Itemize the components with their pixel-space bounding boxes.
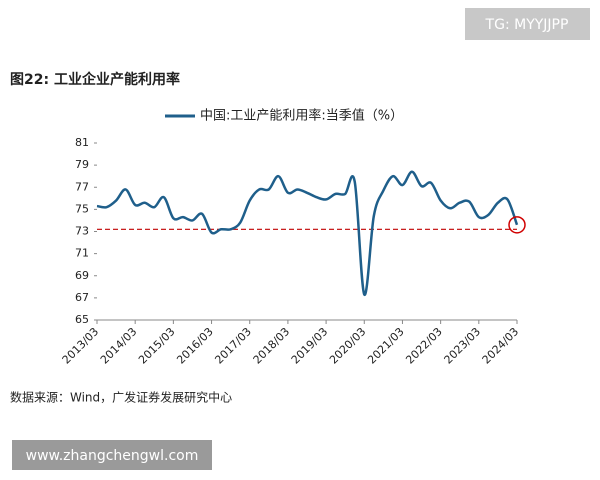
x-tick-label: 2017/03 bbox=[212, 325, 254, 367]
y-tick-label: 79 bbox=[75, 158, 89, 171]
legend-label: 中国:工业产能利用率:当季值（%） bbox=[200, 108, 403, 124]
x-tick-label: 2014/03 bbox=[98, 325, 140, 367]
watermark-bg bbox=[12, 440, 212, 470]
y-tick-label: 65 bbox=[75, 313, 89, 326]
y-tick-label: 77 bbox=[75, 180, 89, 193]
y-tick-label: 69 bbox=[75, 269, 89, 282]
y-tick-label: 73 bbox=[75, 225, 89, 238]
x-tick-label: 2013/03 bbox=[60, 325, 102, 367]
badge-bg bbox=[465, 8, 590, 40]
x-tick-label: 2018/03 bbox=[251, 325, 293, 367]
y-tick-label: 75 bbox=[75, 202, 89, 215]
watermark: www.zhangchengwl.com bbox=[26, 448, 199, 464]
y-tick-label: 67 bbox=[75, 291, 89, 304]
x-tick-label: 2022/03 bbox=[403, 325, 445, 367]
x-tick-label: 2016/03 bbox=[174, 325, 216, 367]
source: 数据来源：Wind，广发证券发展研究中心 bbox=[10, 390, 232, 405]
chart-title: 图22: 工业企业产能利用率 bbox=[10, 71, 180, 88]
y-tick-label: 81 bbox=[75, 136, 89, 149]
badge: TG: MYYJJPP bbox=[485, 17, 569, 33]
x-tick-label: 2015/03 bbox=[136, 325, 178, 367]
x-tick-label: 2024/03 bbox=[480, 325, 522, 367]
x-tick-label: 2023/03 bbox=[442, 325, 484, 367]
x-tick-label: 2020/03 bbox=[327, 325, 369, 367]
y-tick-label: 71 bbox=[75, 247, 89, 260]
x-tick-label: 2019/03 bbox=[289, 325, 331, 367]
highlight-circle bbox=[508, 216, 526, 234]
series-line bbox=[96, 170, 519, 296]
x-tick-label: 2021/03 bbox=[365, 325, 407, 367]
